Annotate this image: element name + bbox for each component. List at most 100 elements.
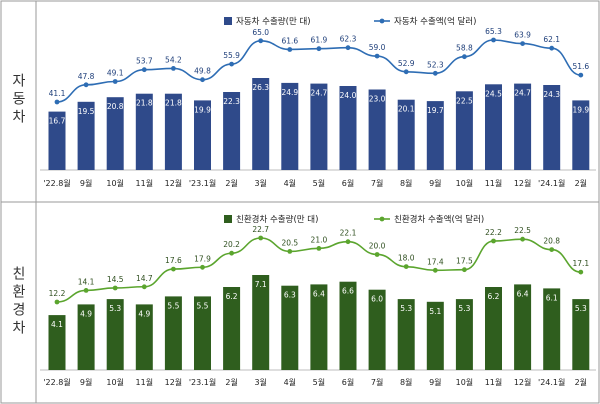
bar-value-label: 6.1 [546,293,558,302]
bar-value-label: 20.8 [107,102,124,111]
line-value-label: 14.7 [136,274,153,283]
bar-value-label: 22.5 [456,96,473,105]
bar [485,84,502,170]
bar [455,91,473,170]
bar-value-label: 6.0 [371,295,383,304]
bar [164,296,182,370]
line-value-label: 12.2 [49,289,66,298]
x-tick-label: 12월 [165,377,183,387]
line-point [141,67,147,73]
line-point [141,284,147,290]
line-value-label: 20.8 [543,237,560,246]
x-tick-label: 3월 [254,178,266,188]
x-tick-label: 7월 [371,377,383,387]
line-point [374,252,380,257]
x-tick-label: 11월 [485,377,503,387]
bar-value-label: 6.6 [342,287,354,296]
bar-value-label: 6.4 [517,289,529,298]
x-tick-label: '24.1월 [538,178,565,188]
x-tick-label: 10월 [106,178,124,188]
line-point [229,61,235,67]
bar [281,82,299,170]
line-value-label: 49.1 [107,69,124,78]
bar [397,299,415,370]
line-value-label: 18.0 [398,254,415,263]
line-value-label: 17.1 [572,259,589,268]
bar [48,315,66,370]
bar-value-label: 19.9 [194,105,211,114]
line-value-label: 59.0 [369,43,386,52]
x-tick-label: 9월 [429,178,441,188]
bar [368,289,386,370]
line-value-label: 22.5 [514,226,531,235]
bar-value-label: 24.9 [281,88,298,97]
line-value-label: 65.0 [252,28,269,37]
x-tick-label: 9월 [429,377,441,387]
legend-swatch-point [379,216,385,222]
bar-value-label: 4.9 [138,309,150,318]
line-point [520,41,525,46]
line-value-label: 62.1 [543,35,560,44]
x-tick-label: 8월 [400,377,412,387]
x-tick-label: 6월 [342,178,354,188]
bar-value-label: 24.7 [514,89,531,98]
line-value-label: 17.4 [427,257,444,266]
bar [426,101,444,170]
bar-value-label: 6.4 [313,289,325,298]
bar-value-label: 5.1 [429,307,441,316]
line-value-label: 55.9 [223,51,240,60]
bar-value-label: 5.3 [109,304,121,313]
bar-value-label: 26.3 [252,83,269,92]
bar-value-label: 6.3 [284,291,296,300]
line-value-label: 14.1 [78,277,95,286]
line-point [83,288,89,293]
legend-swatch-bar [224,17,232,25]
bar [223,92,241,170]
line-value-label: 63.9 [514,31,531,40]
line-point [520,236,525,242]
chart-panel-1: 4.1 4.9 5.3 4.9 5.5 5.5 6.2 7.1 6.3 6.4 6.6 6.0 5.3 5… [40,214,596,387]
x-tick-label: 2월 [575,178,587,188]
line-value-label: 14.5 [107,275,124,284]
bar [223,287,241,370]
x-tick-label: 2월 [575,377,587,387]
line-point [258,235,264,241]
line-point [403,264,409,269]
row-label-auto: 자동차 [10,73,26,127]
x-tick-label: '23.1월 [189,178,216,188]
bar-value-label: 5.5 [197,301,209,310]
row-label-eco: 친환경차 [10,266,26,338]
line-point [200,264,205,270]
line-point [578,269,584,275]
bar [194,296,211,370]
bar-value-label: 24.3 [543,90,560,99]
bar-value-label: 4.1 [51,320,63,329]
line-value-label: 22.2 [485,228,502,237]
line-value-label: 49.8 [194,67,211,76]
bar [48,111,66,170]
x-tick-label: 9월 [80,377,92,387]
x-tick-label: 10월 [106,377,124,387]
legend: 친환경차 수출량(만 대) 친환경차 수출액(억 달러) [224,214,484,225]
bar [543,288,561,370]
x-tick-label: '22.8월 [43,377,70,387]
line-value-label: 22.7 [252,225,269,234]
bar [194,100,211,170]
line-point [287,249,293,254]
bar-value-label: 20.1 [398,105,415,114]
legend-label-line: 자동차 수출액(억 달러) [394,16,476,27]
line-point [171,266,176,272]
bar-value-label: 24.7 [311,89,328,98]
x-tick-label: '23.1월 [189,377,216,387]
bar-value-label: 24.5 [485,89,502,98]
bar [135,304,153,370]
bar [77,101,95,170]
bar [572,100,590,170]
bar [455,299,473,370]
x-tick-label: 7월 [371,178,383,188]
line-value-label: 17.5 [456,257,473,266]
bar [543,85,561,170]
line-point [316,246,322,251]
